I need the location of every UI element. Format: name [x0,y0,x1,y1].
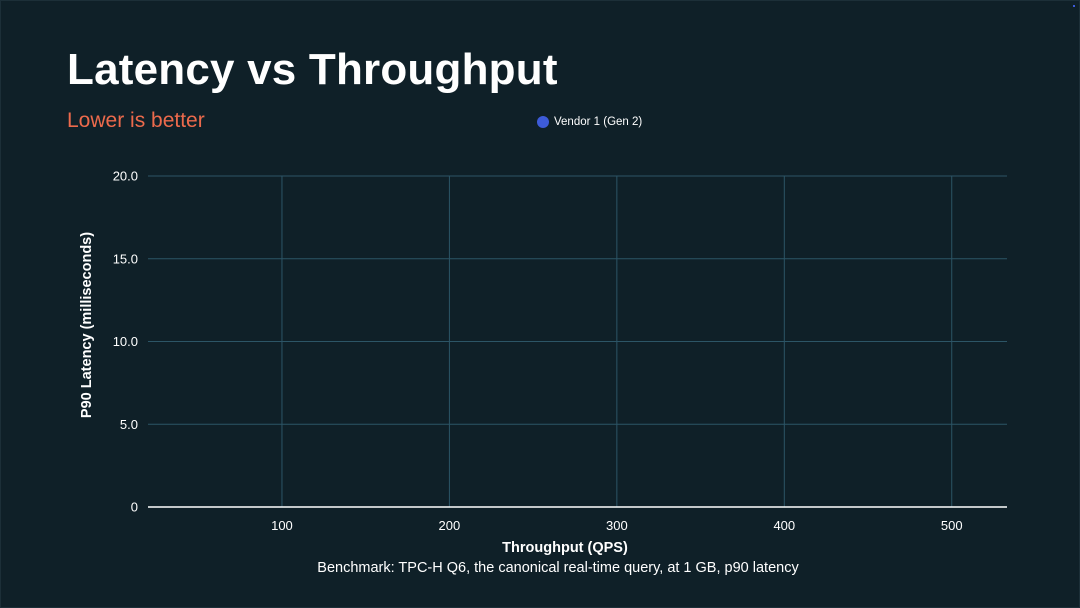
x-tick-label: 300 [606,518,628,533]
y-tick-label: 10.0 [113,334,138,349]
corner-marker [1073,5,1075,7]
y-tick-label: 5.0 [120,417,138,432]
chart-subtitle: Lower is better [67,109,205,132]
legend-label-vendor-1: Vendor 1 (Gen 2) [554,116,643,128]
x-axis-title: Throughput (QPS) [502,540,628,556]
chart-title: Latency vs Throughput [67,45,558,94]
x-tick-label: 200 [439,518,461,533]
legend-swatch-vendor-1 [537,116,549,128]
legend: Vendor 1 (Gen 2) [537,116,642,128]
benchmark-footnote: Benchmark: TPC-H Q6, the canonical real-… [317,560,799,576]
y-axis-title: P90 Latency (milliseconds) [79,232,95,418]
x-tick-label: 500 [941,518,963,533]
x-tick-label: 400 [773,518,795,533]
y-tick-label: 20.0 [113,169,138,184]
x-tick-label: 100 [271,518,293,533]
y-tick-label: 15.0 [113,251,138,266]
y-tick-label: 0 [131,500,138,515]
